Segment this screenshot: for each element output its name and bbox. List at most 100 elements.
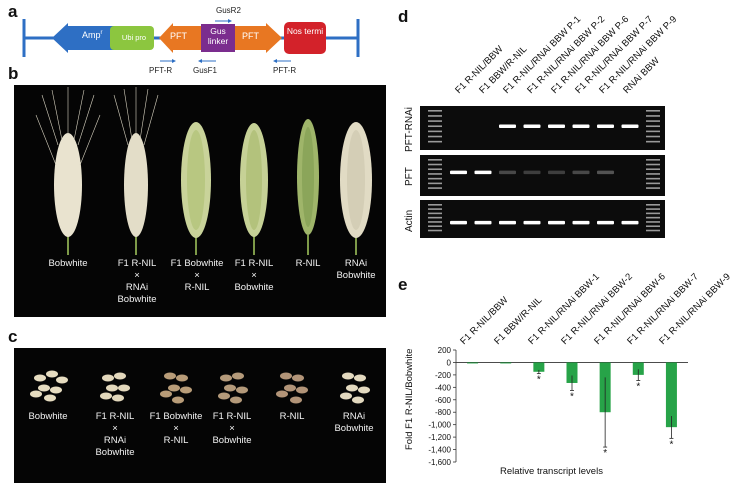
gel-band [572, 124, 590, 128]
spike-label-rnil: R-NIL [295, 258, 321, 269]
bar [467, 362, 479, 364]
y-tick-label: -200 [435, 371, 452, 380]
ladder-band [428, 168, 442, 171]
panel-c-label: c [8, 327, 18, 346]
gus-linker-label: Gus linker [207, 26, 229, 46]
ladder-band [646, 168, 660, 171]
ladder-band [646, 177, 660, 180]
ladder-band [646, 140, 660, 143]
spike-bobwhite [35, 87, 101, 255]
gel-band [523, 220, 541, 225]
amp-label: Ampr [82, 30, 103, 40]
gel-band [572, 220, 590, 225]
gusr2-label: GusR2 [216, 6, 241, 15]
x-axis-label: Relative transcript levels [500, 466, 603, 477]
grains-photo: Bobwhite F1 R-NIL × RNAi Bobwhite F1 Bob… [14, 348, 386, 483]
pftr2-arrowhead [273, 59, 277, 63]
ladder-band [428, 182, 442, 185]
ladder-band [428, 221, 442, 223]
pft-arrow-left-shape [159, 23, 201, 53]
ladder-band [646, 221, 660, 223]
ladder-band [646, 225, 660, 228]
ladder-band [428, 212, 442, 215]
ladder-band [646, 120, 660, 122]
ladder-band [428, 159, 442, 161]
significance-star: * [570, 391, 574, 402]
grains-bobwhite [30, 370, 68, 402]
panel-d-label: d [398, 7, 409, 26]
grains-f1-rnil-rnai [100, 372, 130, 402]
grain-label-rnil: R-NIL [279, 411, 305, 422]
gusf1-arrowhead [198, 59, 202, 63]
construct-diagram [22, 19, 360, 63]
ladder-band [428, 225, 442, 228]
ladder-band [646, 110, 660, 112]
gel-band [597, 170, 614, 175]
ladder-band [646, 212, 660, 215]
gel-band [450, 220, 467, 225]
ladder-band [646, 229, 660, 232]
pft-arrow-right-shape [235, 23, 282, 53]
gusr2-arrowhead [228, 19, 232, 23]
spike-label-f1-rnil-bobwhite: F1 R-NIL × Bobwhite [234, 258, 274, 293]
grain-label-f1-rnil-rnai: F1 R-NIL × RNAi Bobwhite [95, 411, 135, 458]
ladder-band [428, 120, 442, 122]
ladder-band [428, 208, 442, 210]
y-tick-label: -600 [435, 396, 452, 405]
ladder-band [646, 159, 660, 161]
ladder-band [428, 110, 442, 112]
y-tick-label: 200 [438, 346, 452, 355]
gel-band [597, 124, 614, 128]
ladder-band [428, 163, 442, 166]
gel-pft-bands [428, 159, 660, 189]
ladder-band [646, 173, 660, 175]
y-axis-label: Fold F1 R-NIL/Bobwhite [404, 348, 415, 450]
gel-band [523, 170, 541, 175]
pft-right-label: PFT [242, 31, 259, 41]
ladder-band [428, 130, 442, 133]
ladder-band [646, 115, 660, 117]
spike-label-bobwhite: Bobwhite [48, 258, 88, 269]
panel-b-label: b [8, 64, 19, 83]
grain-label-f1-rnil-bobwhite: F1 R-NIL × Bobwhite [212, 411, 252, 446]
gel-band [621, 124, 639, 128]
significance-star: * [669, 439, 673, 450]
ubi-label: Ubi pro [121, 33, 147, 42]
gel-band [499, 220, 516, 225]
y-tick-label: -1,000 [428, 421, 451, 430]
bar [665, 362, 677, 428]
gel-pft-rnai-bands [428, 110, 660, 143]
gel-band [499, 124, 516, 128]
spike-f1-rnil-bobwhite [240, 123, 268, 255]
ladder-band [646, 135, 660, 138]
grain-label-rnai-bobwhite: RNAi Bobwhite [334, 411, 374, 434]
gel-band [548, 170, 565, 175]
significance-star: * [603, 448, 607, 459]
ladder-band [428, 173, 442, 175]
spike-rnai-bobwhite [340, 122, 372, 255]
panel-a-label: a [8, 2, 18, 21]
grain-label-f1-bobwhite-rnil: F1 Bobwhite × R-NIL [149, 411, 203, 446]
ladder-band [646, 187, 660, 189]
ladder-band [428, 229, 442, 232]
gel-band [523, 124, 541, 128]
y-tick-label: -1,200 [428, 433, 451, 442]
spike-f1-bobwhite-rnil [181, 122, 211, 255]
amp-superscript: r [100, 30, 103, 36]
y-tick-label: 0 [447, 358, 452, 367]
ladder-band [428, 177, 442, 180]
ladder-band [646, 216, 660, 219]
bar [500, 362, 512, 364]
spike-rnil [297, 119, 319, 255]
pftr1-arrowhead [172, 59, 176, 63]
gel-band [621, 220, 639, 225]
ubi-promoter-shape [110, 26, 154, 50]
gel-label-pft: PFT [404, 167, 415, 186]
grain-label-bobwhite: Bobwhite [28, 411, 68, 422]
gel-pft [420, 155, 665, 196]
amp-arrow-shape [52, 23, 116, 53]
gel-pft-rnai [420, 106, 665, 150]
nos-label: Nos termi [286, 26, 324, 36]
nos-terminator-shape [284, 22, 326, 54]
y-tick-label: -1,600 [428, 458, 451, 467]
